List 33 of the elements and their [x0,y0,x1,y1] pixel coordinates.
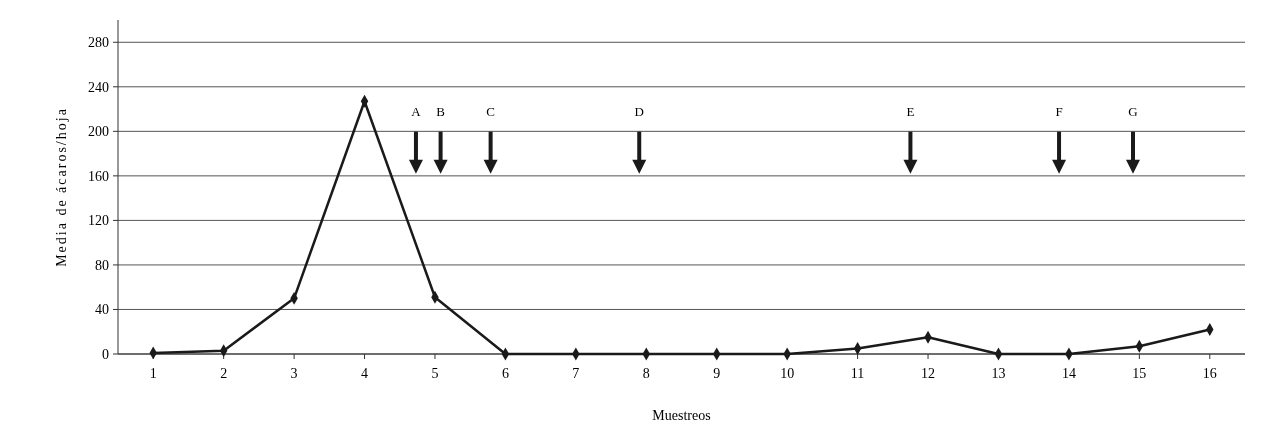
y-tick-label: 120 [88,213,109,229]
x-axis-title: Muestreos [652,408,711,423]
x-tick-label: 11 [850,366,865,381]
x-tick-label: 14 [1061,366,1076,381]
x-tick-label: 7 [572,366,580,381]
x-tick-label: 3 [290,366,298,381]
x-tick-label: 8 [642,366,650,381]
y-tick-label: 200 [88,124,109,140]
y-axis-title: Media de ácaros/hoja [54,107,69,267]
y-tick-label: 40 [95,302,109,318]
ref-line-label: E [906,103,915,119]
x-tick-label: 5 [431,366,439,381]
ref-line-label: F [1055,103,1063,119]
ref-line-label: D [634,103,644,119]
x-tick-label: 9 [713,366,721,381]
y-tick-label: 160 [88,168,109,184]
x-tick-label: 13 [991,366,1006,381]
x-tick-label: 6 [501,366,509,381]
x-tick-label: 1 [149,366,157,381]
x-tick-label: 16 [1202,366,1217,381]
ref-line-label: B [436,103,446,119]
y-tick-label: 240 [88,79,109,95]
ref-line-label: C [486,103,495,119]
y-tick-label: 80 [95,257,109,273]
ref-line-label: G [1128,103,1138,119]
x-tick-label: 10 [780,366,795,381]
x-tick-label: 4 [361,366,369,381]
ref-line-label: A [411,103,422,119]
x-tick-label: 15 [1132,366,1147,381]
y-tick-label: 280 [88,35,109,51]
x-tick-label: 12 [921,366,936,381]
y-tick-label: 0 [102,346,109,362]
x-tick-label: 2 [220,366,228,381]
